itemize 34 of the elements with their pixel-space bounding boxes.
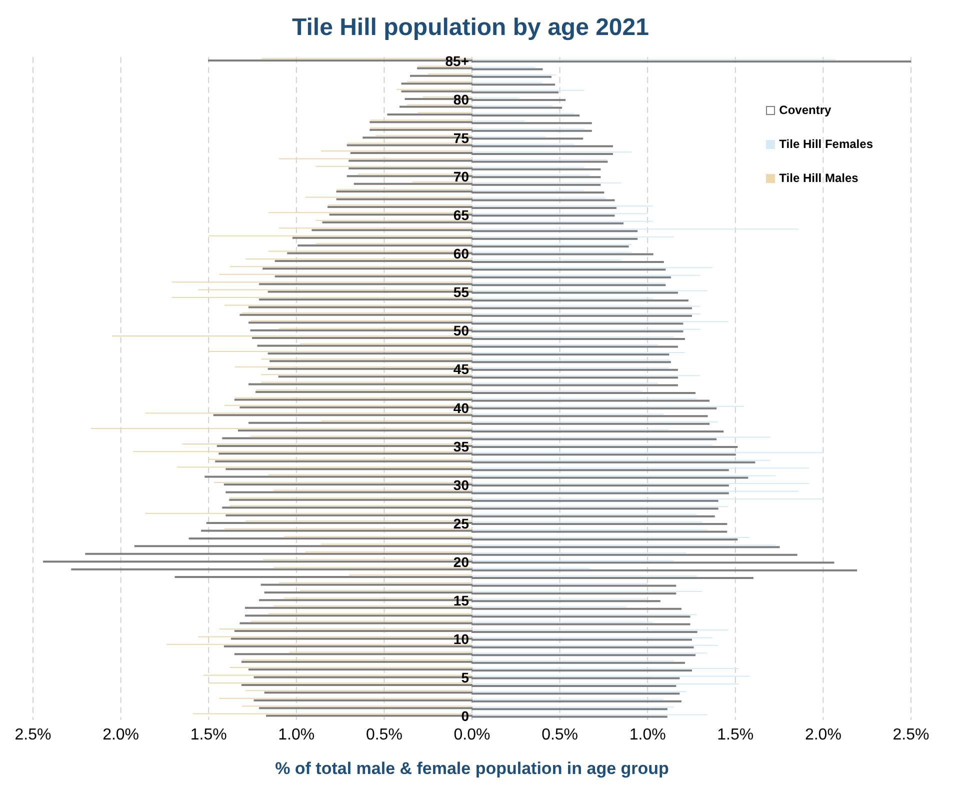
y-tick-label: 15 [453, 592, 470, 609]
legend-label: Tile Hill Females [779, 137, 873, 151]
y-tick-label: 10 [453, 631, 470, 648]
x-tick-label: 1.0% [278, 726, 315, 744]
legend-label: Coventry [779, 103, 832, 117]
y-tick-label: 75 [453, 130, 470, 146]
y-tick-label: 0 [461, 708, 470, 724]
y-tick-label: 25 [453, 515, 470, 532]
x-tick-label: 1.0% [629, 726, 666, 744]
x-tick-label: 2.5% [14, 726, 52, 744]
x-tick-label: 0.5% [542, 726, 578, 744]
x-tick-label: 1.5% [190, 726, 227, 744]
x-axis-title: % of total male & female population in age group [275, 759, 669, 778]
y-tick-label: 20 [453, 554, 470, 570]
x-tick-label: 2.0% [804, 726, 842, 744]
y-tick-label: 40 [453, 400, 470, 416]
y-tick-label: 60 [453, 246, 470, 262]
x-tick-label: 2.0% [102, 726, 140, 744]
x-tick-label: 0.0% [454, 726, 490, 744]
legend-label: Tile Hill Males [779, 171, 858, 185]
y-tick-label: 85+ [445, 52, 469, 69]
y-tick-label: 30 [453, 476, 470, 493]
y-tick-label: 65 [453, 207, 470, 224]
y-tick-label: 70 [453, 168, 470, 184]
x-tick-label: 1.5% [717, 726, 754, 744]
x-tick-label: 2.5% [892, 726, 930, 744]
x-tick-label: 0.5% [366, 726, 402, 744]
chart-title: Tile Hill population by age 2021 [291, 14, 650, 42]
y-tick-label: 50 [453, 322, 470, 339]
y-tick-label: 45 [453, 361, 470, 378]
y-tick-label: 55 [453, 284, 470, 300]
y-tick-label: 80 [453, 91, 470, 108]
y-tick-label: 5 [461, 670, 470, 686]
y-tick-label: 35 [453, 438, 470, 454]
